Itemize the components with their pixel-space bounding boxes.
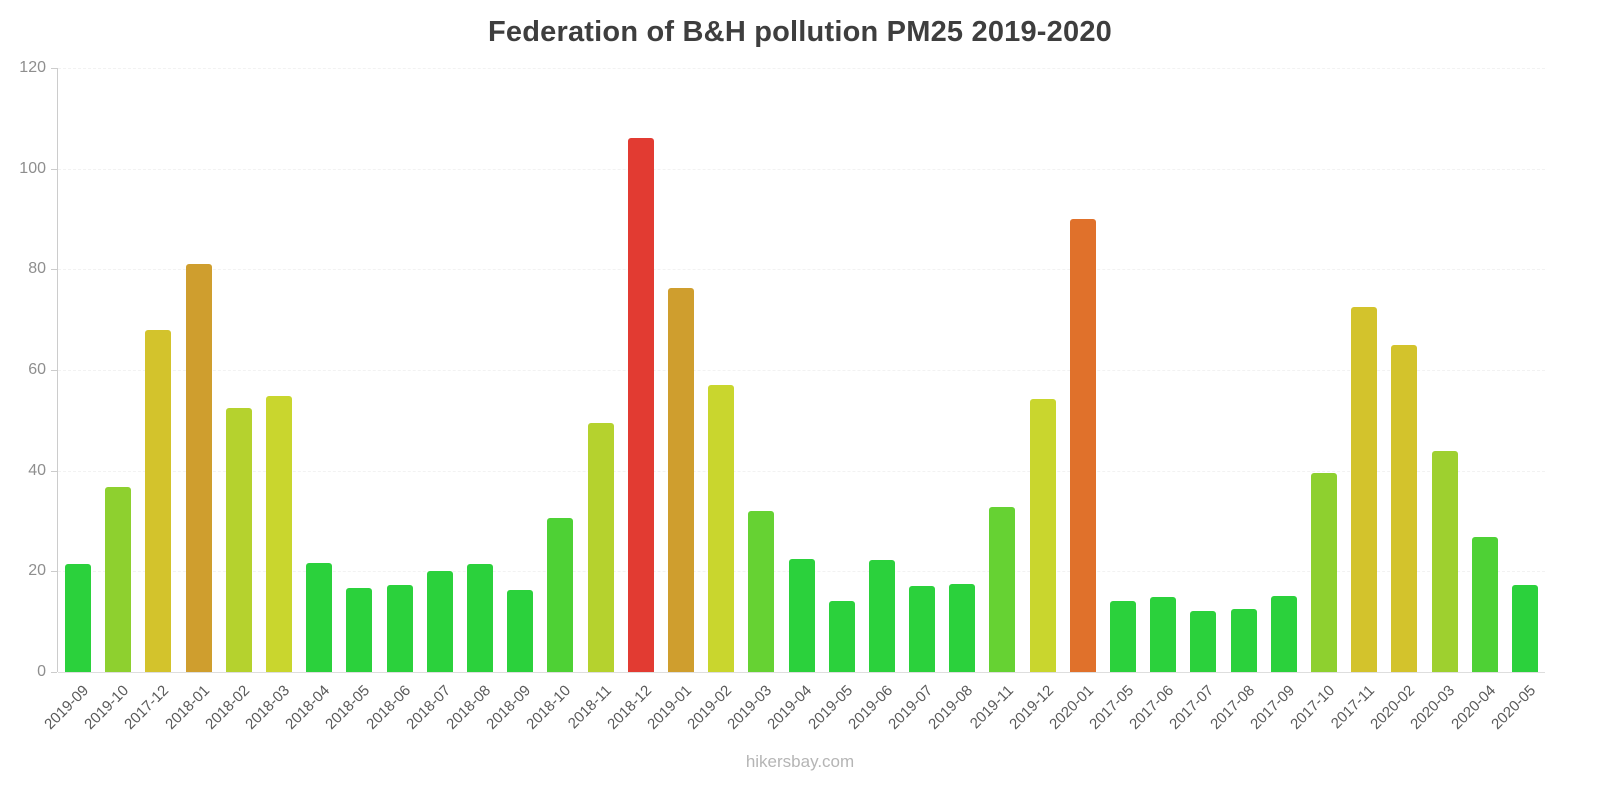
bar-2019-09[interactable] — [65, 564, 92, 672]
x-axis-label-2017-07: 2017-07 — [1166, 682, 1218, 733]
bar-2018-07[interactable] — [426, 571, 453, 672]
bar-2018-05[interactable] — [346, 588, 373, 672]
y-axis-tick-label: 120 — [19, 59, 46, 76]
y-axis-tick-label: 0 — [37, 663, 46, 680]
y-axis-tick — [51, 672, 57, 673]
y-gridline — [58, 470, 1545, 472]
bar-2017-11[interactable] — [1351, 307, 1378, 672]
bar-2018-01[interactable] — [185, 264, 212, 672]
x-axis-label-2020-03: 2020-03 — [1407, 682, 1459, 733]
x-axis-label-2019-07: 2019-07 — [885, 682, 937, 733]
x-axis-label-2018-08: 2018-08 — [443, 682, 495, 733]
bar-2019-02[interactable] — [708, 385, 735, 672]
bar-2018-03[interactable] — [266, 396, 293, 672]
y-gridline — [58, 370, 1545, 371]
x-axis-label-2018-10: 2018-10 — [523, 682, 575, 733]
y-axis-tick — [51, 470, 57, 472]
bar-2019-12[interactable] — [1029, 399, 1056, 672]
y-axis-tick — [51, 68, 57, 69]
bar-2019-08[interactable] — [949, 583, 976, 672]
bar-2018-11[interactable] — [587, 422, 614, 672]
bar-2017-09[interactable] — [1270, 595, 1297, 672]
x-axis-label-2018-03: 2018-03 — [242, 682, 294, 733]
y-axis-tick-label: 20 — [28, 562, 46, 580]
y-gridline — [58, 269, 1545, 271]
bar-2017-07[interactable] — [1190, 610, 1217, 672]
bar-2018-02[interactable] — [225, 407, 252, 672]
bar-2020-03[interactable] — [1431, 450, 1458, 672]
x-axis-label-2018-01: 2018-01 — [161, 682, 213, 733]
watermark-hikersbay: hikersbay.com — [745, 752, 855, 771]
bar-2020-02[interactable] — [1391, 344, 1418, 672]
x-axis-label-2019-08: 2019-08 — [925, 682, 977, 733]
y-axis-tick-label: 40 — [28, 461, 46, 479]
y-axis-tick — [51, 269, 57, 271]
x-axis-label-2017-08: 2017-08 — [1206, 682, 1258, 733]
x-axis-label-2019-05: 2019-05 — [804, 682, 856, 733]
bar-2020-01[interactable] — [1069, 219, 1096, 672]
y-axis-tick — [51, 168, 57, 170]
x-axis-label-2019-02: 2019-02 — [684, 682, 736, 733]
bar-2017-10[interactable] — [1310, 472, 1337, 672]
x-axis-label-2019-04: 2019-04 — [764, 682, 816, 733]
bar-2018-04[interactable] — [306, 563, 333, 672]
y-axis-line — [57, 68, 58, 672]
y-axis-tick-label: 60 — [28, 361, 46, 378]
bar-2017-06[interactable] — [1150, 597, 1177, 672]
bar-2017-12[interactable] — [145, 329, 172, 672]
bar-2018-08[interactable] — [466, 563, 493, 672]
bar-2019-11[interactable] — [989, 507, 1016, 672]
x-axis-label-2017-05: 2017-05 — [1086, 682, 1138, 733]
y-axis-tick — [51, 370, 57, 371]
bar-2017-08[interactable] — [1230, 608, 1257, 672]
y-axis-tick-label: 100 — [19, 159, 46, 177]
bar-2019-10[interactable] — [105, 487, 132, 672]
x-axis-label-2020-04: 2020-04 — [1447, 682, 1499, 733]
y-axis-tick — [51, 571, 57, 573]
bar-2018-12[interactable] — [627, 138, 654, 672]
bar-2020-05[interactable] — [1511, 585, 1538, 672]
x-axis-label-2017-12: 2017-12 — [121, 682, 173, 733]
bar-2020-04[interactable] — [1471, 536, 1498, 672]
x-axis-label-2019-09: 2019-09 — [41, 682, 93, 733]
x-axis-label-2018-06: 2018-06 — [362, 682, 414, 733]
bar-2019-07[interactable] — [909, 585, 936, 672]
y-gridline — [58, 168, 1545, 170]
bar-2017-05[interactable] — [1110, 601, 1136, 672]
y-axis-tick-label: 80 — [28, 260, 46, 278]
bar-2018-06[interactable] — [386, 585, 413, 672]
bar-2019-05[interactable] — [828, 601, 855, 672]
bar-2019-06[interactable] — [868, 560, 895, 672]
bar-2018-10[interactable] — [547, 518, 574, 672]
bar-2019-04[interactable] — [788, 558, 815, 672]
bar-2019-03[interactable] — [748, 510, 775, 672]
y-gridline — [58, 68, 1545, 69]
x-axis-baseline — [58, 672, 1545, 673]
bar-2018-09[interactable] — [507, 589, 534, 672]
chart-title: Federation of B&H pollution PM25 2019-20… — [488, 16, 1112, 48]
x-axis-label-2018-05: 2018-05 — [322, 682, 374, 733]
bar-2019-01[interactable] — [667, 287, 694, 672]
